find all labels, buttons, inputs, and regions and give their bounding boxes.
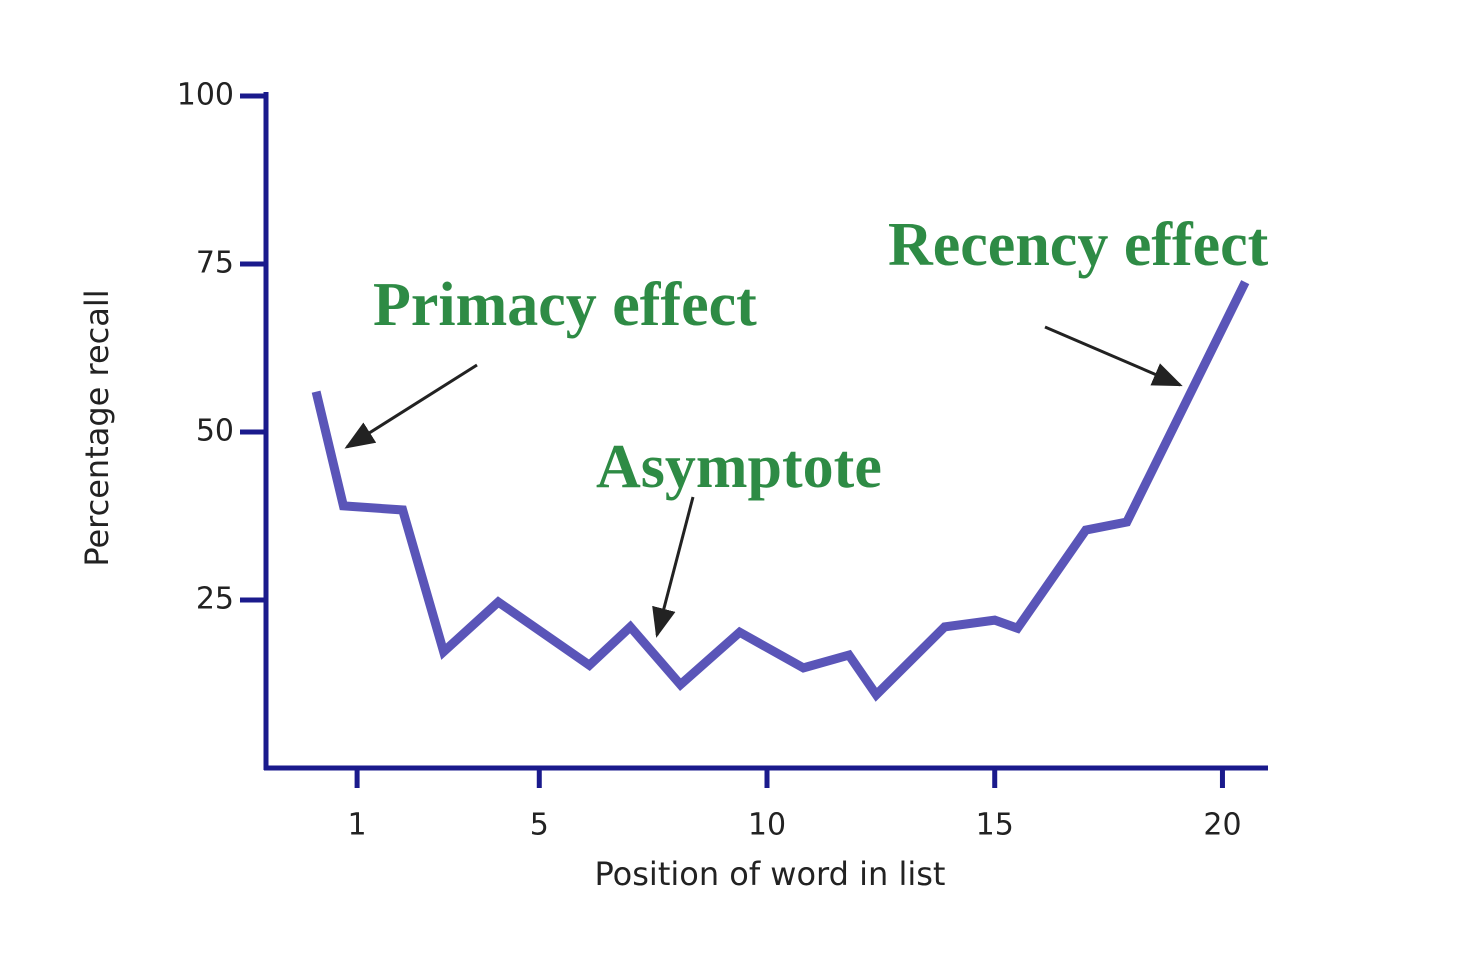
- annotation: Asymptote: [596, 433, 882, 501]
- y-tick-label: 100: [177, 78, 234, 113]
- x-tick-label: 1: [348, 808, 367, 843]
- annotation: Recency effect: [888, 211, 1269, 279]
- y-axis-title: Percentage recall: [78, 289, 116, 566]
- annotation: Primacy effect: [373, 271, 757, 339]
- arrow: [344, 363, 478, 449]
- y-tick-label: 25: [196, 582, 234, 617]
- y-tick-label: 50: [196, 414, 234, 449]
- x-tick-label: 5: [530, 808, 549, 843]
- x-axis-title: Position of word in list: [595, 855, 946, 893]
- arrow: [1044, 325, 1183, 387]
- y-tick-label: 75: [196, 246, 234, 281]
- arrow: [652, 496, 695, 638]
- x-tick-label: 20: [1203, 808, 1241, 843]
- x-tick-label: 10: [748, 808, 786, 843]
- line: [311, 280, 1250, 702]
- x-tick-label: 15: [976, 808, 1014, 843]
